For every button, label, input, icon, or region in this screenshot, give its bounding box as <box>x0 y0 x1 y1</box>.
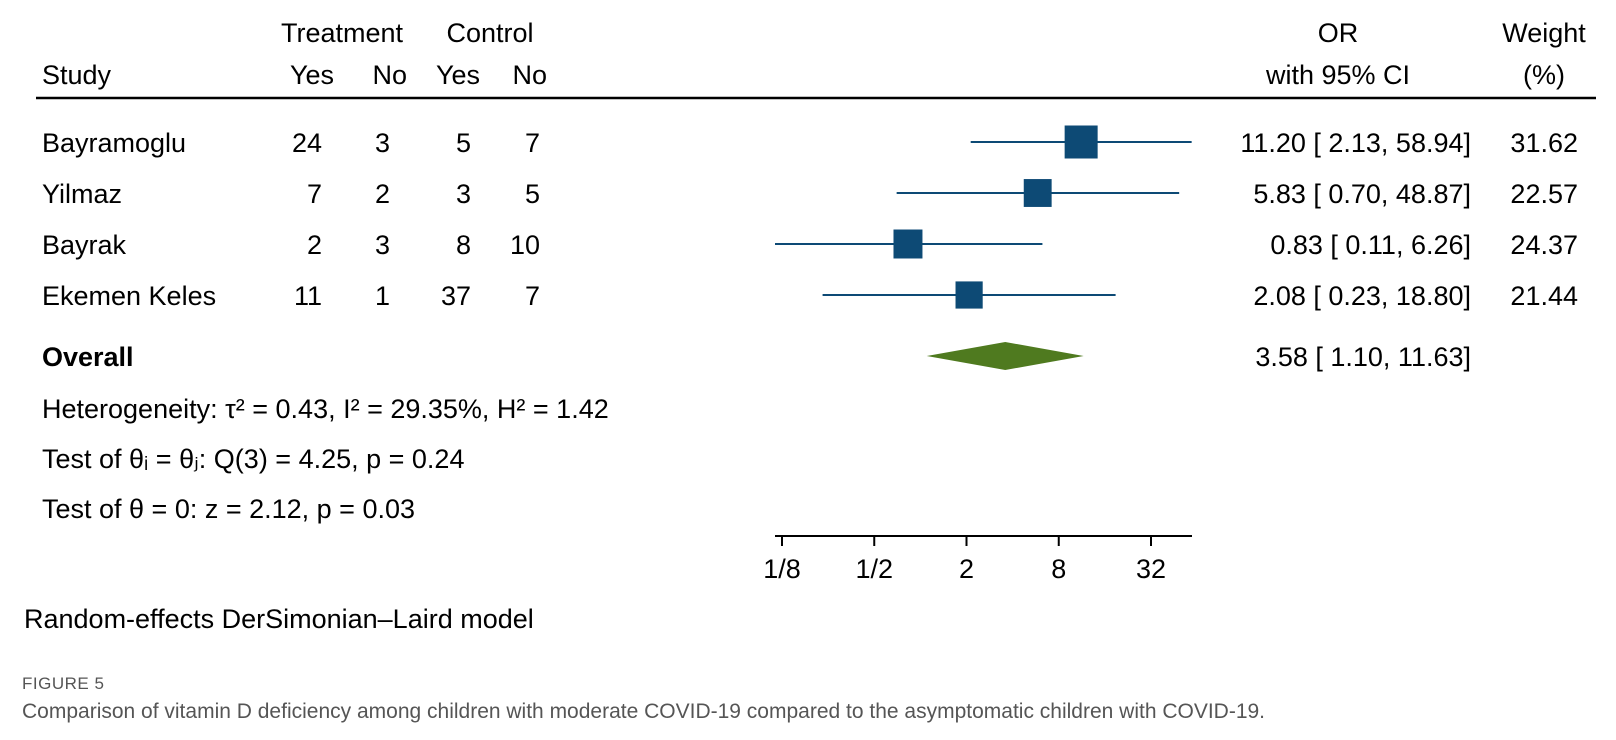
control-no: 7 <box>525 128 540 158</box>
study-name: Bayramoglu <box>42 128 186 158</box>
study-row: Bayrak 2 3 8 10 0.83 [ 0.11, 6.26] 24.37 <box>42 229 1578 260</box>
ci-text: 2.08 [ 0.23, 18.80] <box>1253 281 1471 311</box>
header-treatment-no: No <box>372 60 407 90</box>
header-weight-pct: (%) <box>1523 60 1565 90</box>
treatment-yes: 2 <box>307 230 322 260</box>
overall-row: Overall 3.58 [ 1.10, 11.63] <box>42 342 1471 372</box>
header-control-no: No <box>512 60 547 90</box>
x-tick-label: 2 <box>959 554 974 584</box>
x-tick-label: 8 <box>1051 554 1066 584</box>
header-or-ci: with 95% CI <box>1265 60 1410 90</box>
control-yes: 3 <box>456 179 471 209</box>
test-theta-eq-text: Test of θᵢ = θⱼ: Q(3) = 4.25, p = 0.24 <box>42 444 464 474</box>
test-theta-zero-text: Test of θ = 0: z = 2.12, p = 0.03 <box>42 494 415 524</box>
weight-text: 21.44 <box>1510 281 1578 311</box>
control-yes: 37 <box>441 281 471 311</box>
model-note: Random-effects DerSimonian–Laird model <box>24 604 534 634</box>
weight-text: 22.57 <box>1510 179 1578 209</box>
study-name: Yilmaz <box>42 179 122 209</box>
overall-label: Overall <box>42 342 134 372</box>
treatment-no: 2 <box>375 179 390 209</box>
control-no: 10 <box>510 230 540 260</box>
ci-text: 11.20 [ 2.13, 58.94] <box>1240 128 1471 158</box>
treatment-yes: 24 <box>292 128 322 158</box>
treatment-no: 1 <box>375 281 390 311</box>
heterogeneity-text: Heterogeneity: τ² = 0.43, I² = 29.35%, H… <box>42 394 609 424</box>
header-or: OR <box>1318 18 1359 48</box>
study-row: Bayramoglu 24 3 5 7 11.20 [ 2.13, 58.94] 31.62 <box>42 125 1578 159</box>
study-marker <box>1023 179 1052 207</box>
control-yes: 5 <box>456 128 471 158</box>
header-study: Study <box>42 60 112 90</box>
ci-text: 5.83 [ 0.70, 48.87] <box>1253 179 1471 209</box>
figure-label: FIGURE 5 <box>22 674 105 693</box>
overall-diamond <box>926 342 1084 370</box>
control-no: 5 <box>525 179 540 209</box>
study-marker <box>955 281 983 309</box>
study-name: Ekemen Keles <box>42 281 216 311</box>
header-control-yes: Yes <box>436 60 480 90</box>
header-treatment: Treatment <box>281 18 404 48</box>
study-row: Yilmaz 7 2 3 5 5.83 [ 0.70, 48.87] 22.57 <box>42 179 1578 209</box>
control-yes: 8 <box>456 230 471 260</box>
treatment-yes: 7 <box>307 179 322 209</box>
study-marker <box>1064 125 1098 159</box>
weight-text: 31.62 <box>1510 128 1578 158</box>
figure-caption: Comparison of vitamin D deficiency among… <box>22 700 1266 723</box>
x-tick-label: 32 <box>1136 554 1166 584</box>
weight-text: 24.37 <box>1510 230 1578 260</box>
treatment-yes: 11 <box>294 281 322 311</box>
header-treatment-yes: Yes <box>290 60 334 90</box>
header-weight: Weight <box>1502 18 1586 48</box>
treatment-no: 3 <box>375 128 390 158</box>
forest-plot: Treatment Control Study Yes No Yes No OR… <box>24 18 1596 634</box>
study-marker <box>893 229 923 259</box>
header-control: Control <box>446 18 533 48</box>
study-name: Bayrak <box>42 230 127 260</box>
treatment-no: 3 <box>375 230 390 260</box>
x-tick-label: 1/2 <box>855 554 893 584</box>
control-no: 7 <box>525 281 540 311</box>
study-row: Ekemen Keles 11 1 37 7 2.08 [ 0.23, 18.80] 21.… <box>42 281 1578 311</box>
overall-ci-text: 3.58 [ 1.10, 11.63] <box>1255 342 1471 372</box>
ci-text: 0.83 [ 0.11, 6.26] <box>1270 230 1471 260</box>
x-tick-label: 1/8 <box>763 554 801 584</box>
